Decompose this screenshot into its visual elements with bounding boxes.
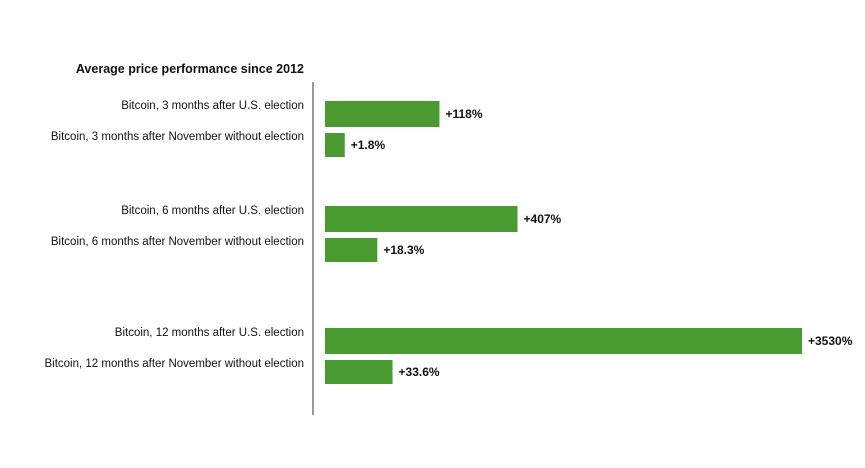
category-label: Bitcoin, 3 months after U.S. election [121, 100, 304, 112]
category-label: Bitcoin, 3 months after November without… [51, 131, 304, 143]
category-label: Bitcoin, 6 months after November without… [51, 236, 304, 248]
category-label: Bitcoin, 12 months after November withou… [44, 358, 304, 370]
chart-title: Average price performance since 2012 [76, 62, 304, 76]
bar [325, 133, 345, 157]
bar [325, 206, 518, 232]
bar [325, 328, 802, 354]
chart-marks: Bitcoin, 3 months after U.S. election +11… [44, 100, 853, 384]
value-label: +3530% [808, 334, 853, 348]
value-label: +118% [445, 107, 482, 121]
bar [325, 101, 440, 127]
bar [325, 360, 393, 384]
category-label: Bitcoin, 12 months after U.S. election [115, 327, 304, 339]
category-label: Bitcoin, 6 months after U.S. election [121, 205, 304, 217]
value-label: +33.6% [399, 365, 440, 379]
value-label: +1.8% [351, 138, 386, 152]
value-label: +18.3% [383, 243, 424, 257]
value-label: +407% [524, 212, 562, 226]
bar [325, 238, 378, 262]
